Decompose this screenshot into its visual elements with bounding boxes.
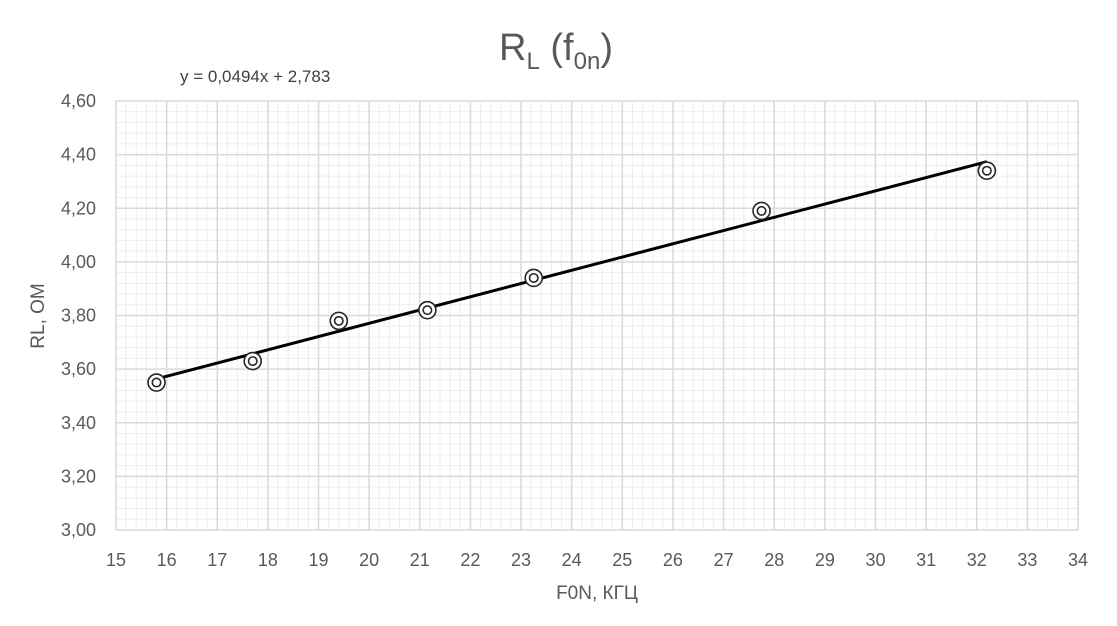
data-point [752, 201, 771, 221]
chart-title-arg-subscript: 0n [574, 48, 601, 75]
x-tick-label: 30 [865, 550, 885, 570]
x-tick-label: 28 [764, 550, 784, 570]
y-tick-label: 4,60 [61, 91, 96, 111]
major-grid [115, 100, 1079, 531]
x-axis-title: F0N, КГЦ [556, 583, 638, 604]
data-point [977, 161, 997, 181]
x-tick-label: 23 [511, 550, 531, 570]
chart-title: RL (f0n) [499, 27, 613, 75]
y-axis-ticks: 3,00 3,20 3,40 3,60 3,80 4,00 4,20 4,40 4,60 [61, 91, 96, 540]
chart-title-open: (f [540, 27, 574, 69]
x-tick-label: 32 [967, 550, 987, 570]
data-points [147, 161, 997, 392]
y-tick-label: 4,00 [61, 252, 96, 272]
x-tick-label: 26 [663, 550, 683, 570]
x-tick-label: 25 [612, 550, 632, 570]
chart-title-main-subscript: L [526, 48, 539, 75]
x-axis-ticks: 15 16 17 18 19 20 21 22 23 24 25 26 27 28 29 30 31 32 33 34 [106, 550, 1088, 570]
x-tick-label: 15 [106, 550, 126, 570]
x-tick-label: 27 [714, 550, 734, 570]
y-tick-label: 3,20 [61, 466, 96, 486]
data-point [329, 311, 349, 331]
x-tick-label: 17 [207, 550, 227, 570]
y-tick-label: 4,20 [61, 198, 96, 218]
x-tick-label: 29 [815, 550, 835, 570]
x-tick-label: 21 [410, 550, 430, 570]
x-tick-label: 33 [1017, 550, 1037, 570]
y-tick-label: 3,80 [61, 306, 96, 326]
x-tick-label: 24 [562, 550, 582, 570]
chart-title-main: R [499, 27, 526, 69]
x-tick-label: 31 [916, 550, 936, 570]
data-point [147, 373, 166, 392]
trendline [156, 160, 988, 381]
y-axis-title: RL, ОМ [28, 283, 49, 348]
data-point [243, 351, 263, 371]
chart-title-close: ) [600, 27, 613, 69]
x-tick-label: 20 [359, 550, 379, 570]
x-tick-label: 16 [157, 550, 177, 570]
y-tick-label: 3,60 [61, 359, 96, 379]
x-tick-label: 18 [258, 550, 278, 570]
y-tick-label: 3,40 [61, 413, 96, 433]
trendline-equation: y = 0,0494x + 2,783 [180, 67, 330, 86]
y-tick-label: 3,00 [61, 520, 96, 540]
data-point [524, 268, 544, 288]
x-tick-label: 34 [1068, 550, 1088, 570]
data-point [418, 300, 437, 320]
y-tick-label: 4,40 [61, 145, 96, 165]
x-tick-label: 19 [309, 550, 329, 570]
x-tick-label: 22 [460, 550, 480, 570]
